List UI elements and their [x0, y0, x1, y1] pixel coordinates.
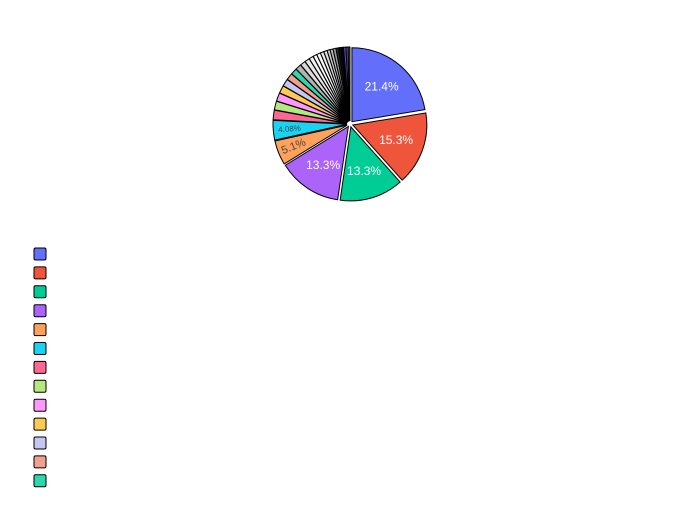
legend-item-3[interactable] [33, 285, 47, 299]
legend [33, 247, 47, 488]
legend-swatch-2 [33, 266, 47, 280]
legend-swatch-12 [33, 455, 47, 469]
legend-item-8[interactable] [33, 379, 47, 393]
legend-item-4[interactable] [33, 304, 47, 318]
legend-swatch-9 [33, 398, 47, 412]
legend-item-7[interactable] [33, 360, 47, 374]
legend-item-11[interactable] [33, 436, 47, 450]
legend-swatch-7 [33, 360, 47, 374]
pie-slice-6[interactable] [272, 119, 348, 141]
legend-swatch-3 [33, 285, 47, 299]
legend-item-2[interactable] [33, 266, 47, 280]
legend-swatch-10 [33, 417, 47, 431]
pie-slice-4[interactable] [284, 125, 349, 201]
legend-item-12[interactable] [33, 455, 47, 469]
legend-item-1[interactable] [33, 247, 47, 261]
pie-slice-label-6: 4.08% [278, 124, 301, 135]
legend-item-9[interactable] [33, 398, 47, 412]
legend-swatch-6 [33, 342, 47, 355]
legend-item-5[interactable] [33, 323, 47, 337]
legend-swatch-1 [33, 247, 47, 261]
pie-slice-label-4: 13.3% [306, 158, 340, 172]
pie-slice-labels: 21.4%15.3%13.3%13.3%5.1%4.08% [278, 80, 414, 178]
pie-slice-30[interactable] [347, 46, 351, 122]
pie-slice-2[interactable] [351, 112, 428, 181]
legend-swatch-4 [33, 304, 47, 318]
pie-slices [272, 46, 428, 202]
pie-slice-label-2: 15.3% [379, 133, 413, 147]
pie-slice-1[interactable] [351, 47, 426, 123]
pie-slice-3[interactable] [339, 125, 401, 202]
legend-swatch-13 [33, 474, 47, 488]
legend-swatch-5 [33, 323, 47, 337]
legend-item-10[interactable] [33, 417, 47, 431]
legend-swatch-11 [33, 436, 47, 450]
pie-slice-5[interactable] [274, 124, 348, 165]
pie-slice-label-1: 21.4% [365, 80, 399, 94]
legend-swatch-8 [33, 379, 47, 393]
legend-item-13[interactable] [33, 474, 47, 488]
pie-slice-label-3: 13.3% [347, 164, 381, 178]
legend-item-6[interactable] [33, 342, 47, 355]
